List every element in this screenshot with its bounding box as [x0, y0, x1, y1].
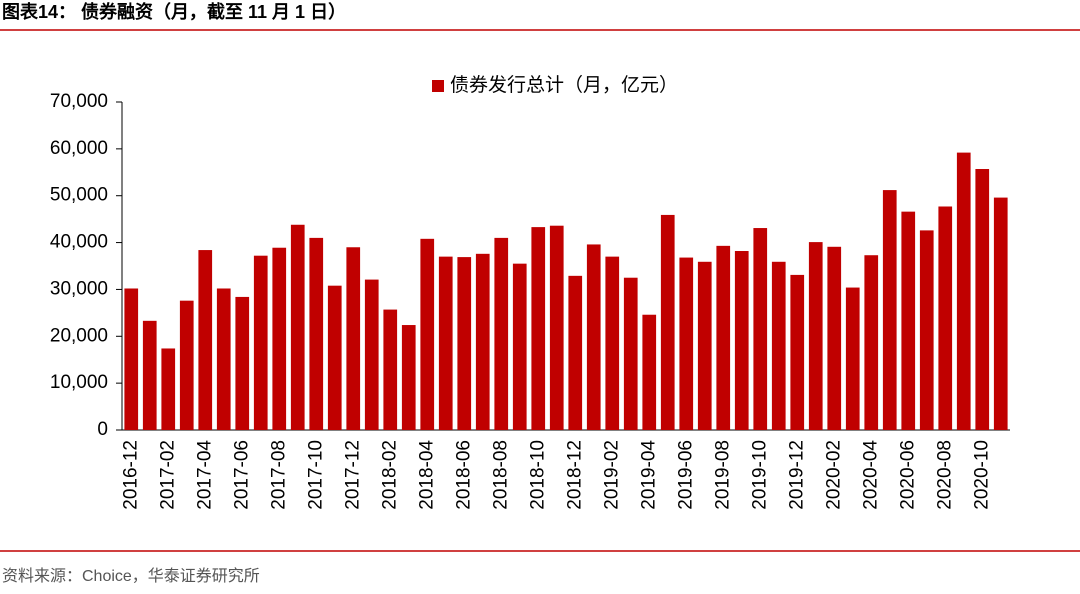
x-tick-label: 2018-06	[453, 440, 474, 510]
bar	[975, 169, 990, 430]
y-tick-label: 10,000	[50, 372, 108, 393]
bar	[660, 214, 675, 430]
x-tick-label: 2019-08	[712, 440, 733, 510]
bar	[420, 238, 435, 430]
bar	[568, 275, 583, 430]
x-tick-label: 2017-08	[268, 440, 289, 510]
bar	[605, 256, 620, 430]
bar	[346, 247, 361, 430]
y-tick-label: 60,000	[50, 138, 108, 159]
bar	[956, 152, 971, 430]
bar	[753, 228, 768, 430]
bar	[549, 225, 564, 430]
bar	[938, 206, 953, 430]
x-tick-label: 2018-04	[416, 440, 437, 510]
bar	[512, 263, 527, 430]
x-tick-label: 2020-08	[934, 440, 955, 510]
legend-label: 债券发行总计（月，亿元）	[450, 74, 678, 96]
bar	[216, 288, 231, 430]
bar	[919, 230, 934, 430]
source: 资料来源：Choice，华泰证券研究所	[2, 567, 260, 585]
y-tick-label: 70,000	[50, 91, 108, 112]
x-tick-label: 2016-12	[120, 440, 141, 510]
bar	[734, 251, 749, 430]
bar	[142, 320, 157, 430]
x-tick-label: 2019-04	[638, 440, 659, 510]
x-tick-label: 2017-06	[231, 440, 252, 510]
legend-swatch	[432, 80, 444, 92]
x-tick-label: 2019-06	[675, 440, 696, 510]
bar	[716, 245, 731, 430]
x-tick-label: 2020-04	[860, 440, 881, 510]
bar	[864, 255, 879, 430]
bar	[457, 257, 472, 430]
y-tick-label: 20,000	[50, 325, 108, 346]
x-tick-label: 2018-02	[379, 440, 400, 510]
x-tick-label: 2017-04	[194, 440, 215, 510]
bar	[475, 253, 490, 430]
bar	[401, 325, 416, 430]
bar	[290, 224, 305, 430]
bar	[771, 261, 786, 430]
chart-title: 图表14： 债券融资（月，截至 11 月 1 日）	[2, 1, 346, 22]
bar	[327, 285, 342, 430]
bar	[161, 348, 176, 430]
bar	[901, 211, 916, 430]
bar	[697, 261, 712, 430]
x-tick-label: 2020-06	[897, 440, 918, 510]
bar	[179, 300, 194, 430]
bar	[531, 227, 546, 430]
x-tick-label: 2017-10	[305, 440, 326, 510]
y-tick-label: 0	[97, 419, 108, 440]
x-tick-label: 2019-02	[601, 440, 622, 510]
bar	[124, 288, 139, 430]
x-tick-label: 2019-10	[749, 440, 770, 510]
bar	[790, 274, 805, 430]
bar	[808, 242, 823, 430]
x-tick-label: 2018-08	[490, 440, 511, 510]
x-tick-label: 2017-02	[157, 440, 178, 510]
bar	[235, 296, 250, 430]
bar	[679, 257, 694, 430]
x-tick-label: 2017-12	[342, 440, 363, 510]
bar	[845, 287, 860, 430]
y-tick-label: 50,000	[50, 185, 108, 206]
bar	[494, 237, 509, 430]
bar	[623, 277, 638, 430]
x-tick-label: 2018-10	[527, 440, 548, 510]
bar	[827, 246, 842, 430]
x-tick-label: 2020-02	[823, 440, 844, 510]
bar	[993, 197, 1008, 430]
bar	[253, 255, 268, 430]
x-tick-label: 2019-12	[786, 440, 807, 510]
bar	[383, 309, 398, 430]
bar	[272, 247, 287, 430]
y-tick-label: 30,000	[50, 278, 108, 299]
bar	[882, 190, 897, 430]
bar	[364, 279, 379, 430]
bar	[642, 314, 657, 430]
bar	[309, 237, 324, 430]
x-tick-label: 2020-10	[971, 440, 992, 510]
bar	[586, 244, 601, 430]
bar	[198, 250, 213, 430]
x-tick-label: 2018-12	[564, 440, 585, 510]
y-tick-label: 40,000	[50, 232, 108, 253]
bar	[438, 256, 453, 430]
